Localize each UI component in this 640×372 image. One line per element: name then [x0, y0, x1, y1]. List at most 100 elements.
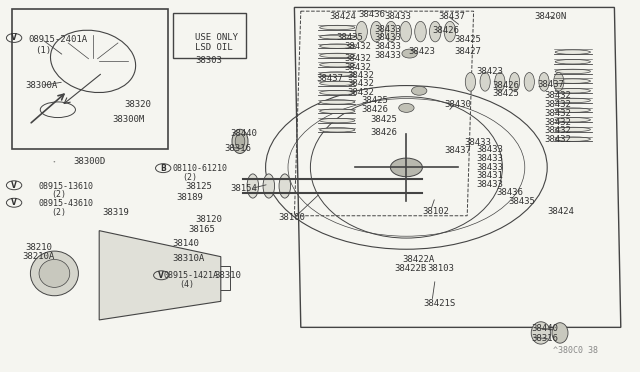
Text: 38424: 38424: [547, 207, 574, 216]
Ellipse shape: [555, 98, 590, 103]
Text: 38440: 38440: [531, 324, 558, 333]
Text: 38433: 38433: [477, 163, 504, 172]
Ellipse shape: [555, 69, 590, 74]
Text: 38433: 38433: [374, 51, 401, 60]
Text: 38436: 38436: [496, 188, 523, 197]
Text: 38437: 38437: [538, 80, 564, 89]
Ellipse shape: [555, 89, 590, 93]
Text: 38210: 38210: [26, 243, 52, 252]
Text: 38432: 38432: [344, 42, 371, 51]
Text: 38433: 38433: [477, 180, 504, 189]
Ellipse shape: [555, 108, 590, 112]
Text: 38436: 38436: [358, 10, 385, 19]
Text: 38310A: 38310A: [173, 254, 205, 263]
Text: 38421S: 38421S: [424, 299, 456, 308]
Text: 38433: 38433: [384, 12, 411, 21]
Ellipse shape: [555, 127, 590, 132]
Circle shape: [412, 86, 427, 95]
Text: 38426: 38426: [370, 128, 397, 137]
Ellipse shape: [465, 73, 476, 91]
Ellipse shape: [279, 174, 291, 198]
Text: 38431: 38431: [477, 171, 504, 180]
Ellipse shape: [495, 73, 505, 91]
Text: 08915-43610: 08915-43610: [38, 199, 93, 208]
Text: 38422A: 38422A: [402, 255, 434, 264]
Text: 38435: 38435: [336, 33, 363, 42]
Text: 38433: 38433: [374, 25, 401, 34]
Text: (2): (2): [182, 173, 197, 182]
Bar: [173, 13, 246, 58]
Text: 38435: 38435: [509, 197, 536, 206]
Ellipse shape: [320, 128, 355, 132]
Text: 38154: 38154: [230, 185, 257, 193]
Text: 38433: 38433: [374, 33, 401, 42]
Text: B: B: [161, 164, 166, 173]
Ellipse shape: [320, 72, 355, 76]
Text: 38316: 38316: [531, 334, 558, 343]
Text: 38426: 38426: [493, 81, 520, 90]
Ellipse shape: [247, 174, 259, 198]
Text: 38433: 38433: [374, 42, 401, 51]
Ellipse shape: [509, 73, 520, 91]
Polygon shape: [99, 231, 221, 320]
Text: 38140: 38140: [173, 239, 200, 248]
Text: 38103: 38103: [428, 264, 454, 273]
Ellipse shape: [555, 50, 590, 54]
Ellipse shape: [320, 62, 355, 67]
Text: 38432: 38432: [544, 118, 571, 127]
Text: 38210A: 38210A: [22, 252, 54, 261]
Text: 38165: 38165: [189, 225, 216, 234]
Text: 38423: 38423: [408, 47, 435, 56]
Text: 38430: 38430: [445, 100, 472, 109]
Text: 38100: 38100: [278, 213, 305, 222]
Ellipse shape: [531, 322, 550, 344]
Ellipse shape: [320, 109, 355, 113]
Ellipse shape: [320, 90, 355, 95]
Text: 38432: 38432: [344, 54, 371, 63]
Ellipse shape: [320, 118, 355, 123]
Ellipse shape: [555, 118, 590, 122]
Text: V: V: [158, 271, 164, 280]
Text: 08915-13610: 08915-13610: [38, 182, 93, 190]
Ellipse shape: [320, 100, 355, 104]
Ellipse shape: [429, 21, 441, 42]
Ellipse shape: [371, 21, 382, 42]
Text: 38125: 38125: [186, 182, 212, 190]
Circle shape: [399, 103, 414, 112]
Ellipse shape: [415, 21, 426, 42]
Text: 38102: 38102: [422, 207, 449, 216]
Text: 38432: 38432: [348, 71, 374, 80]
Text: 08915-1421A: 08915-1421A: [163, 271, 218, 280]
Ellipse shape: [236, 134, 245, 149]
Ellipse shape: [552, 323, 568, 343]
Text: 38120: 38120: [195, 215, 222, 224]
Circle shape: [390, 158, 422, 177]
Ellipse shape: [554, 73, 564, 91]
Text: 38432: 38432: [544, 109, 571, 118]
Text: 38437: 38437: [445, 146, 472, 155]
Text: 38319: 38319: [102, 208, 129, 217]
Text: USE ONLY: USE ONLY: [195, 33, 238, 42]
Ellipse shape: [356, 21, 367, 42]
Ellipse shape: [555, 60, 590, 64]
Circle shape: [402, 49, 417, 58]
Text: 38432: 38432: [348, 88, 374, 97]
Ellipse shape: [39, 260, 70, 287]
Text: 38432: 38432: [348, 79, 374, 88]
Text: V: V: [11, 198, 17, 207]
Ellipse shape: [444, 21, 456, 42]
Ellipse shape: [385, 21, 397, 42]
Text: 08915-2401A: 08915-2401A: [29, 35, 88, 44]
Text: 38427: 38427: [454, 47, 481, 56]
Text: 38433: 38433: [477, 154, 504, 163]
Text: 38310: 38310: [214, 271, 241, 280]
Text: 38437: 38437: [317, 74, 344, 83]
Text: 38300M: 38300M: [112, 115, 144, 124]
Text: 38420N: 38420N: [534, 12, 566, 21]
Text: 38300A: 38300A: [26, 81, 58, 90]
Ellipse shape: [480, 73, 490, 91]
Text: 38425: 38425: [370, 115, 397, 124]
Text: 38189: 38189: [176, 193, 203, 202]
Ellipse shape: [539, 73, 549, 91]
Text: 38433: 38433: [464, 138, 491, 147]
